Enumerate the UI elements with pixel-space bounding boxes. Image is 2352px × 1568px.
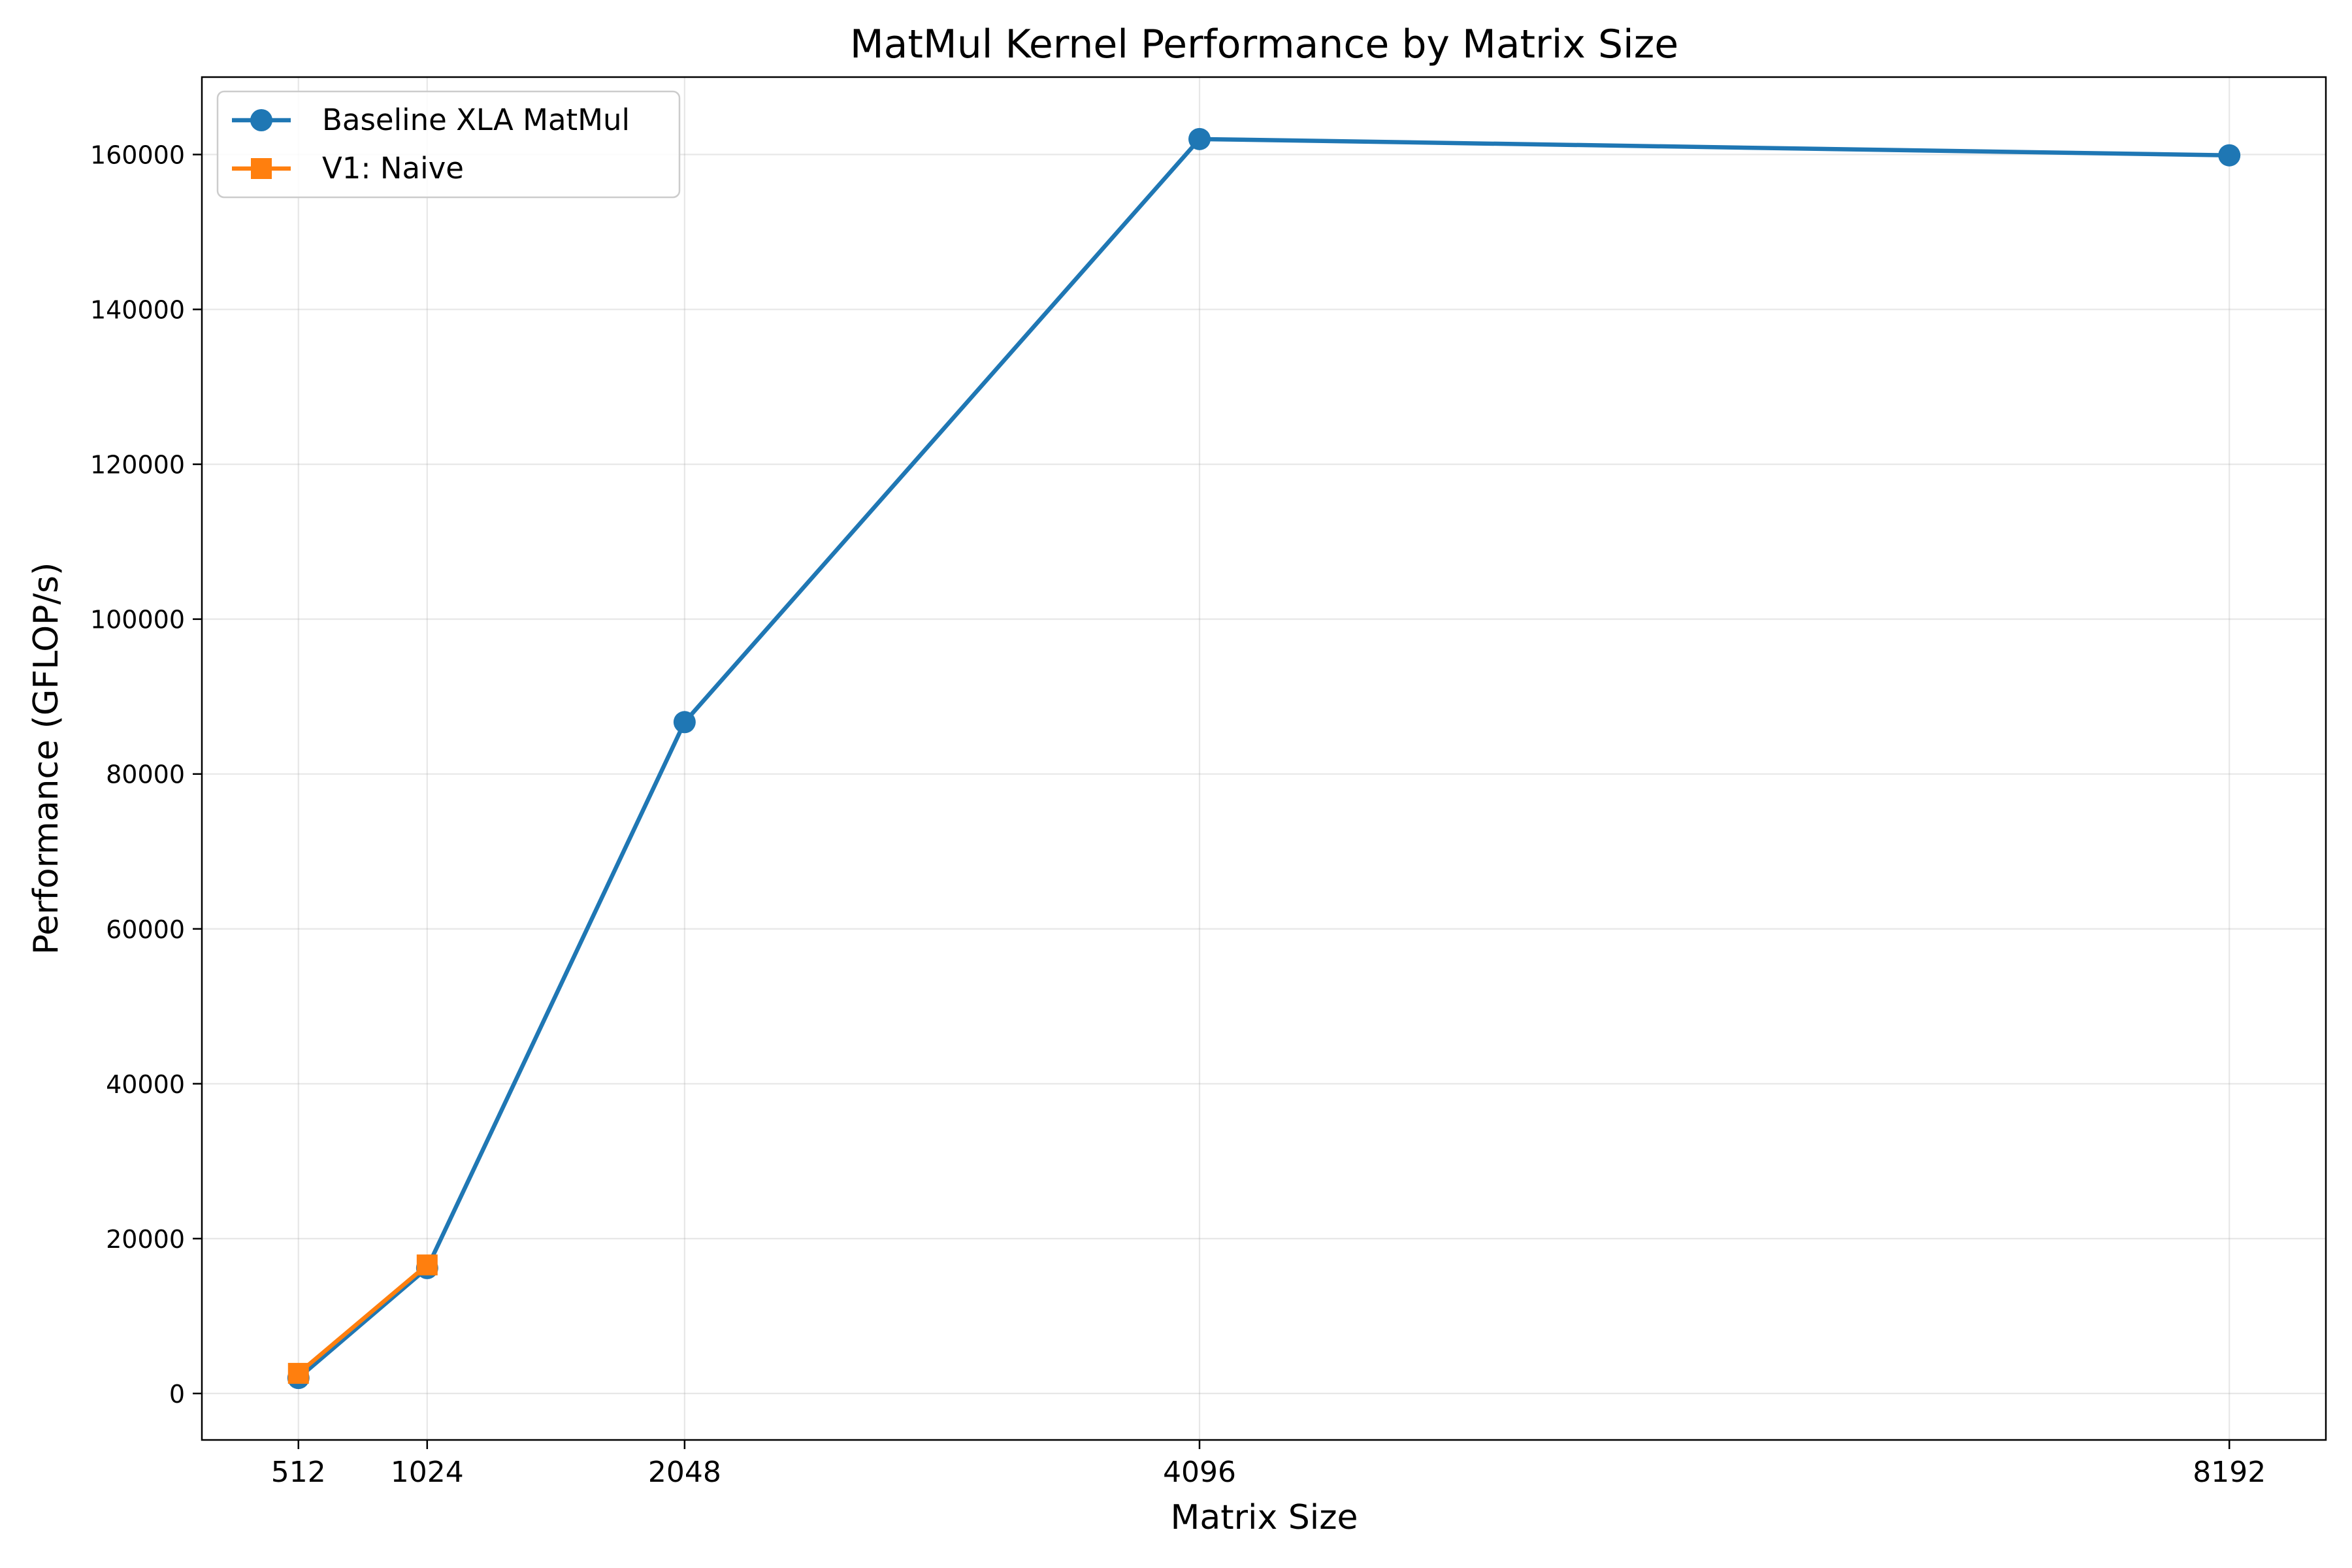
data-point xyxy=(1188,127,1211,150)
data-point xyxy=(673,711,696,734)
y-tick-label: 140000 xyxy=(90,296,185,325)
y-tick-label: 20000 xyxy=(106,1225,185,1254)
y-tick-label: 100000 xyxy=(90,606,185,634)
x-tick-label: 512 xyxy=(271,1456,326,1489)
y-tick-label: 80000 xyxy=(106,760,185,789)
legend-label: V1: Naive xyxy=(322,151,464,186)
legend-marker xyxy=(250,109,272,131)
y-tick-label: 40000 xyxy=(106,1070,185,1099)
series-line xyxy=(296,1262,430,1376)
grid-lines xyxy=(202,77,2326,1440)
x-tick-label: 2048 xyxy=(648,1456,721,1489)
series-2 xyxy=(287,1254,438,1384)
legend-box xyxy=(216,90,681,199)
x-tick-label: 8192 xyxy=(2193,1456,2266,1489)
y-tick-label: 160000 xyxy=(90,141,185,170)
data-point xyxy=(287,1363,309,1384)
chart-title: MatMul Kernel Performance by Matrix Size xyxy=(850,22,1678,67)
legend-marker xyxy=(251,158,272,179)
legend-entry: V1: Naive xyxy=(232,151,464,186)
y-axis: 0 20000 40000 60000 80000 100000 120000 140000 1… xyxy=(90,141,202,1409)
legend-entry: Baseline XLA MatMul xyxy=(232,103,630,137)
data-point xyxy=(416,1254,438,1276)
x-axis: 512 1024 2048 4096 8192 xyxy=(271,1440,2266,1489)
x-tick-label: 4096 xyxy=(1163,1456,1236,1489)
y-tick-label: 60000 xyxy=(106,915,185,944)
series-layer xyxy=(287,127,2241,1390)
plot-frame xyxy=(201,76,2327,1441)
y-axis-label: Performance (GFLOP/s) xyxy=(27,563,66,955)
x-axis-label: Matrix Size xyxy=(1171,1498,1358,1537)
y-tick-label: 0 xyxy=(169,1380,185,1409)
y-tick-label: 120000 xyxy=(90,451,185,480)
legend: Baseline XLA MatMul V1: Naive xyxy=(216,90,681,199)
x-tick-label: 1024 xyxy=(391,1456,464,1489)
data-point xyxy=(2218,144,2241,167)
legend-label: Baseline XLA MatMul xyxy=(322,103,630,137)
